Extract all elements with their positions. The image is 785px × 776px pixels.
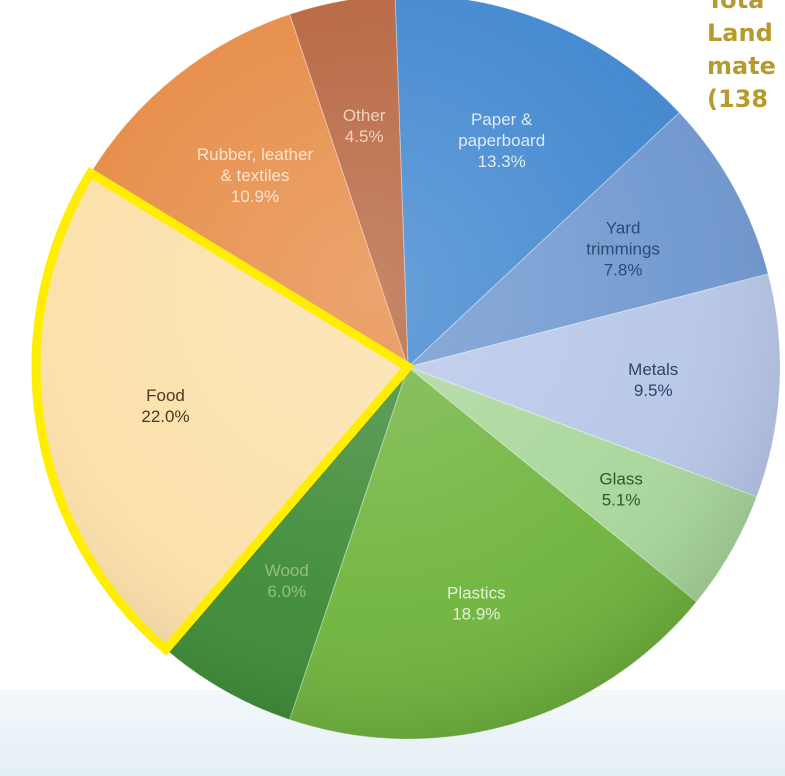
slice-label: Yard trimmings 7.8% — [586, 219, 660, 280]
slice-name: Plastics — [447, 583, 506, 602]
slice-label: Wood 6.0% — [265, 561, 309, 601]
slice-label: Plastics 18.9% — [447, 583, 506, 623]
slice-percent: 9.5% — [634, 381, 673, 400]
slice-name: paperboard — [458, 131, 545, 150]
side-title: Tota Land mate (138 — [707, 0, 785, 116]
side-title-line: Land — [707, 19, 773, 47]
slice-label: Paper & paperboard 13.3% — [458, 110, 545, 171]
slice-percent: 6.0% — [267, 582, 306, 601]
slice-label: Other 4.5% — [343, 106, 386, 146]
slice-name: trimmings — [586, 240, 660, 259]
slice-name: Food — [146, 386, 185, 405]
slice-label: Glass 5.1% — [599, 469, 642, 509]
slice-name: Yard — [606, 219, 641, 238]
slice-percent: 5.1% — [602, 490, 641, 509]
slice-percent: 4.5% — [345, 127, 384, 146]
food-highlight-outline — [31, 166, 415, 656]
slice-label: Metals 9.5% — [628, 360, 678, 400]
slice-label: Food 22.0% — [141, 386, 189, 426]
slice-name: Glass — [599, 469, 642, 488]
slice-name: Metals — [628, 360, 678, 379]
slice-name: Rubber, leather — [197, 145, 314, 164]
side-title-line: (138 — [707, 85, 769, 113]
slice-percent: 13.3% — [478, 152, 526, 171]
slice-percent: 10.9% — [231, 187, 279, 206]
slice-labels: Paper & paperboard 13.3% Yard trimmings 7.8% M… — [141, 106, 678, 623]
slice-percent: 7.8% — [604, 261, 643, 280]
side-title-line: mate — [707, 52, 776, 80]
slice-name: Paper & — [471, 110, 533, 129]
slice-name: & textiles — [221, 166, 290, 185]
side-title-line: Tota — [707, 0, 765, 14]
slice-name: Wood — [265, 561, 309, 580]
slice-name: Other — [343, 106, 386, 125]
slice-percent: 22.0% — [141, 407, 189, 426]
slice-percent: 18.9% — [452, 604, 500, 623]
slice-label: Rubber, leather & textiles 10.9% — [197, 145, 314, 206]
